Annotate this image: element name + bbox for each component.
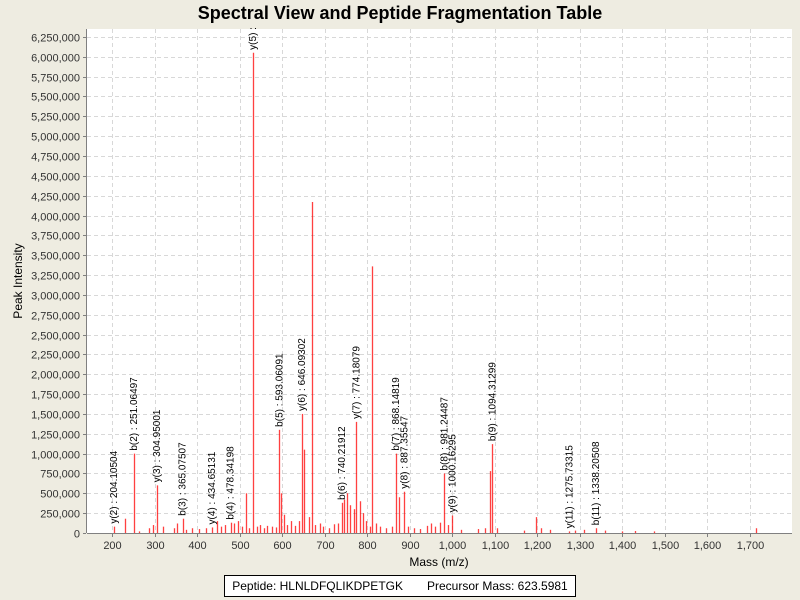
y-tick-label: 1,250,000 [31, 430, 80, 442]
y-tick-label: 4,750,000 [31, 152, 80, 164]
y-tick-label: 500,000 [40, 489, 80, 501]
x-tick-label: 1,400 [609, 540, 637, 552]
peak-annotation: y(3) : 304.95001 [152, 409, 163, 482]
peak-annotation: y(6) : 646.09302 [297, 338, 308, 411]
x-tick-label: 400 [188, 540, 206, 552]
x-tick-label: 1,000 [439, 540, 467, 552]
x-tick-label: 1,600 [694, 540, 722, 552]
peaks-layer [113, 52, 758, 533]
peak-annotation: b(7) : 868.14819 [391, 377, 402, 451]
y-tick-label: 3,000,000 [31, 291, 80, 303]
peak-annotation: b(9) : 1094.31299 [487, 362, 498, 441]
y-axis-label: Peak Intensity [11, 243, 25, 318]
x-tick-label: 600 [273, 540, 291, 552]
y-tick-label: 4,250,000 [31, 192, 80, 204]
y-tick-label: 3,250,000 [31, 271, 80, 283]
axes-layer: 0 250,000 500,000 750,000 1,000,000 1,250,000… [31, 29, 792, 552]
x-tick-label: 1,300 [567, 540, 595, 552]
y-tick-label: 1,500,000 [31, 410, 80, 422]
annotations-layer: y(2) : 204.10504 b(2) : 251.06497 y(3) : 3… [109, 27, 602, 528]
y-tick-label: 6,000,000 [31, 53, 80, 65]
y-tick-label: 2,500,000 [31, 331, 80, 343]
x-tick-label: 300 [146, 540, 164, 552]
y-tick-label: 4,500,000 [31, 172, 80, 184]
y-tick-label: 2,000,000 [31, 370, 80, 382]
x-tick-label: 800 [358, 540, 376, 552]
y-tick-label: 5,000,000 [31, 132, 80, 144]
y-tick-label: 6,250,000 [31, 33, 80, 45]
precursor-mass-label: Precursor Mass: 623.5981 [426, 579, 568, 593]
x-tick-label: 1,200 [524, 540, 552, 552]
grid-layer [87, 29, 792, 533]
peak-annotation: b(6) : 740.21912 [337, 426, 348, 500]
x-tick-label: 1,100 [482, 540, 510, 552]
peak-annotation: b(8) : 981.24487 [439, 397, 450, 471]
y-tick-label: 2,250,000 [31, 350, 80, 362]
x-tick-label: 900 [401, 540, 419, 552]
peak-annotation: y(8) : 887.35547 [399, 415, 410, 488]
x-tick-label: 1,700 [737, 540, 765, 552]
peak-annotation: b(2) : 251.06497 [129, 377, 140, 451]
x-tick-label: 1,500 [652, 540, 680, 552]
y-tick-label: 5,750,000 [31, 73, 80, 85]
peak-annotation: y(9) : 1000.16295 [447, 434, 458, 513]
peak-annotation: b(3) : 365.07507 [178, 442, 189, 516]
y-tick-label: 1,000,000 [31, 450, 80, 462]
peak-annotation: y(4) : 434.65131 [207, 451, 218, 524]
x-tick-label: 200 [103, 540, 121, 552]
x-axis-label: Mass (m/z) [409, 555, 468, 569]
x-tick-label: 500 [231, 540, 249, 552]
y-tick-label: 5,500,000 [31, 92, 80, 104]
y-tick-label: 3,500,000 [31, 251, 80, 263]
y-tick-label: 5,250,000 [31, 112, 80, 124]
peak-annotation: y(5) : [248, 27, 259, 50]
y-tick-label: 4,000,000 [31, 212, 80, 224]
peak-annotation: b(11) : 1338.20508 [591, 441, 602, 525]
y-tick-label: 0 [74, 529, 80, 541]
peak-annotation: y(2) : 204.10504 [109, 450, 120, 523]
y-tick-label: 1,750,000 [31, 390, 80, 402]
peak-annotation: y(11) : 1275.73315 [564, 445, 575, 529]
y-tick-label: 250,000 [40, 509, 80, 521]
peak-annotation: y(7) : 774.18079 [351, 346, 362, 419]
chart-title: Spectral View and Peptide Fragmentation … [197, 3, 603, 23]
y-tick-label: 750,000 [40, 469, 80, 481]
x-tick-label: 700 [316, 540, 334, 552]
peak-annotation: b(4) : 478.34198 [226, 446, 237, 520]
y-tick-label: 2,750,000 [31, 311, 80, 323]
peak-annotation: b(5) : 593.06091 [274, 353, 285, 427]
legend-box: Peptide: HLNLDFQLIKDPETGK Precursor Mass:… [224, 575, 576, 597]
y-tick-label: 3,750,000 [31, 231, 80, 243]
peptide-label: Peptide: HLNLDFQLIKDPETGK [232, 579, 403, 593]
plot-area [87, 29, 792, 533]
